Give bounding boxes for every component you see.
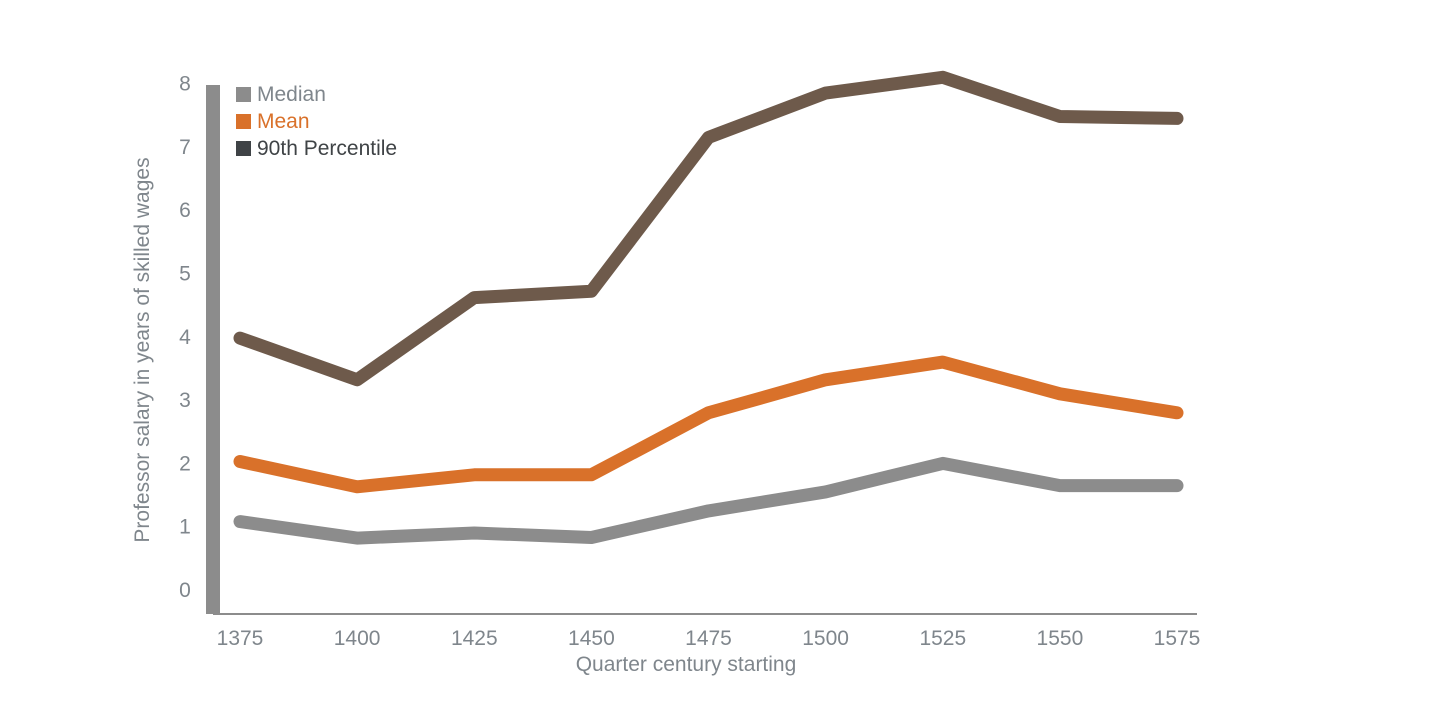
legend-label-mean: Mean — [257, 110, 310, 133]
y-axis-bar — [206, 85, 220, 614]
y-axis-title: Professor salary in years of skilled wag… — [131, 157, 154, 542]
y-tick-label: 8 — [179, 73, 191, 96]
x-tick-label: 1425 — [451, 627, 498, 650]
x-tick-labels: 1375 1400 1425 1450 1475 1500 1525 1550 … — [217, 627, 1201, 650]
legend-swatch-90th-percentile — [236, 141, 251, 156]
y-tick-label: 0 — [179, 579, 191, 602]
legend-swatch-median — [236, 87, 251, 102]
x-tick-label: 1500 — [802, 627, 849, 650]
x-tick-label: 1450 — [568, 627, 615, 650]
legend-label-90th-percentile: 90th Percentile — [257, 137, 397, 160]
y-tick-label: 2 — [179, 452, 191, 475]
y-tick-label: 5 — [179, 263, 191, 286]
series-line-median — [233, 456, 1184, 545]
y-tick-label: 3 — [179, 389, 191, 412]
legend-swatch-mean — [236, 114, 251, 129]
x-tick-label: 1475 — [685, 627, 732, 650]
y-tick-label: 6 — [179, 199, 191, 222]
x-axis-title: Quarter century starting — [576, 653, 797, 676]
x-tick-label: 1550 — [1037, 627, 1084, 650]
series-line-90th-percentile — [233, 70, 1184, 387]
y-tick-label: 1 — [179, 516, 191, 539]
series-lines — [233, 70, 1184, 545]
x-tick-label: 1375 — [217, 627, 264, 650]
legend: Median Mean 90th Percentile — [236, 83, 397, 160]
x-tick-label: 1400 — [334, 627, 381, 650]
x-tick-label: 1525 — [919, 627, 966, 650]
y-tick-label: 7 — [179, 136, 191, 159]
x-tick-label: 1575 — [1154, 627, 1201, 650]
series-line-mean — [233, 355, 1184, 494]
y-tick-label: 4 — [179, 326, 191, 349]
y-tick-labels: 0 1 2 3 4 5 6 7 8 — [179, 73, 191, 602]
legend-label-median: Median — [257, 83, 326, 106]
